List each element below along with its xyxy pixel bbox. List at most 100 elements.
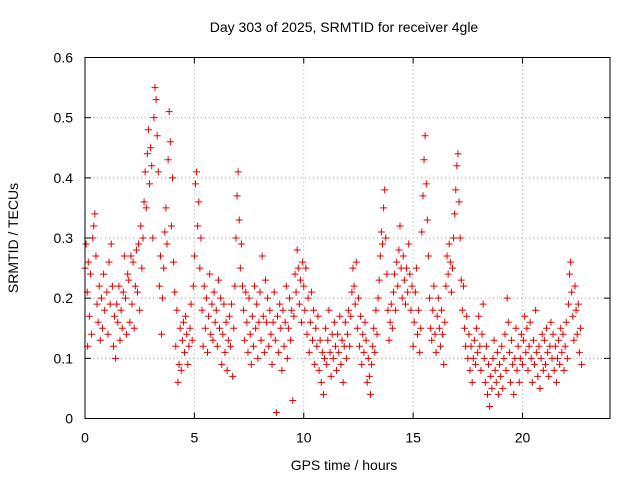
data-point [278, 366, 286, 374]
data-point [156, 252, 164, 260]
data-point [264, 294, 272, 302]
data-point [303, 330, 311, 338]
data-point [540, 336, 548, 344]
data-point [287, 336, 295, 344]
data-point [127, 252, 135, 260]
data-point [341, 318, 349, 326]
data-point [561, 342, 569, 350]
data-point [410, 318, 418, 326]
data-point [186, 324, 194, 332]
data-point [364, 354, 372, 362]
data-point [450, 234, 458, 242]
data-point [231, 282, 239, 290]
data-point [489, 354, 497, 362]
data-point [327, 372, 335, 380]
data-point [467, 342, 475, 350]
data-point [337, 360, 345, 368]
data-point [569, 312, 577, 320]
data-point [115, 282, 123, 290]
data-point [392, 306, 400, 314]
data-point [459, 282, 467, 290]
data-point [251, 282, 259, 290]
data-point [463, 312, 471, 320]
data-point [221, 348, 229, 356]
data-point [541, 360, 549, 368]
data-point [253, 300, 261, 308]
data-point [346, 342, 354, 350]
data-point [153, 132, 161, 140]
data-point [119, 288, 127, 296]
data-point [493, 348, 501, 356]
data-point [290, 312, 298, 320]
data-point [427, 324, 435, 332]
data-point [374, 294, 382, 302]
data-point [117, 306, 125, 314]
data-point [443, 252, 451, 260]
data-point [271, 336, 279, 344]
data-point [258, 252, 266, 260]
data-point [513, 366, 521, 374]
data-point [391, 270, 399, 278]
data-point [469, 354, 477, 362]
data-point [200, 282, 208, 290]
data-point [476, 342, 484, 350]
data-point [575, 348, 583, 356]
data-point [543, 324, 551, 332]
data-point [226, 342, 234, 350]
data-point [449, 264, 456, 272]
data-point [316, 336, 324, 344]
data-point [555, 336, 563, 344]
data-point [198, 306, 206, 314]
data-point [473, 324, 481, 332]
data-point [265, 342, 273, 350]
data-point [206, 270, 214, 278]
data-point [496, 360, 504, 368]
data-point [466, 366, 474, 374]
data-point [537, 354, 545, 362]
data-point [104, 330, 112, 338]
y-tick-label: 0.2 [54, 290, 74, 306]
data-point [86, 270, 94, 278]
data-point [90, 222, 98, 230]
data-point [574, 300, 582, 308]
data-point [458, 306, 466, 314]
data-point [406, 270, 414, 278]
data-point [298, 318, 306, 326]
data-point [101, 306, 109, 314]
data-point [452, 186, 460, 194]
data-point [222, 318, 230, 326]
data-point [276, 300, 284, 308]
data-point [356, 342, 364, 350]
data-point [383, 270, 391, 278]
y-tick-label: 0.4 [54, 170, 74, 186]
data-point [536, 384, 544, 392]
data-point [539, 366, 547, 374]
y-tick-label: 0 [65, 411, 73, 427]
data-point [255, 318, 263, 326]
data-point [305, 348, 313, 356]
data-point [154, 168, 162, 176]
axis-ticks: 0 0.1 0.2 0.3 0.4 0.5 0.6 0 5 10 15 20 [54, 50, 610, 446]
data-point [121, 294, 129, 302]
data-point [239, 282, 246, 290]
data-point [279, 306, 287, 314]
x-tick-label: 15 [405, 430, 421, 446]
data-point [304, 294, 312, 302]
data-point [478, 330, 486, 338]
data-point [358, 360, 366, 368]
data-point [241, 336, 249, 344]
data-point [165, 108, 173, 116]
data-point [302, 264, 310, 272]
data-point [318, 348, 326, 356]
data-point [300, 282, 308, 290]
data-point [213, 342, 221, 350]
data-point [342, 354, 350, 362]
data-point [150, 114, 158, 122]
data-point [470, 336, 478, 344]
data-point [195, 198, 203, 206]
data-point [381, 186, 389, 194]
data-point [294, 264, 302, 272]
data-point [386, 318, 394, 326]
data-point [174, 378, 182, 386]
data-point [490, 336, 498, 344]
